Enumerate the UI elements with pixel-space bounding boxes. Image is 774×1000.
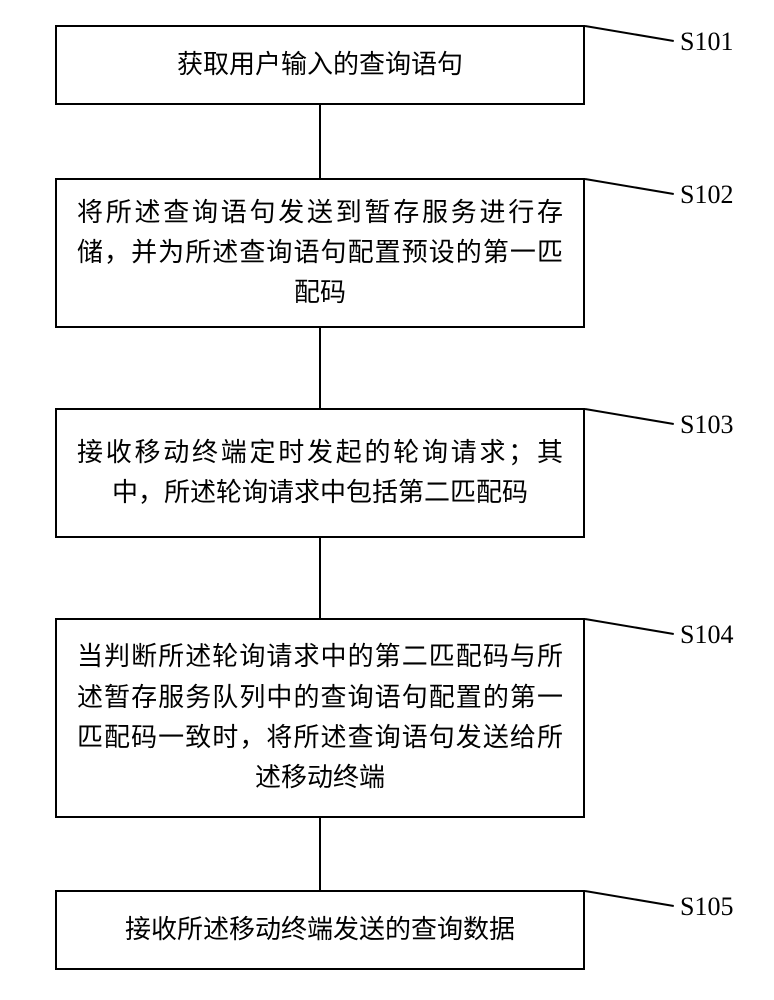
flow-step-label: S104 <box>680 620 733 650</box>
flow-step-label: S101 <box>680 27 733 57</box>
connector <box>319 328 321 408</box>
flow-step-label: S105 <box>680 892 733 922</box>
leader-line <box>585 178 674 195</box>
flow-step-S101: 获取用户输入的查询语句 <box>55 25 585 105</box>
flow-step-label: S103 <box>680 410 733 440</box>
flow-step-S102: 将所述查询语句发送到暂存服务进行存储，并为所述查询语句配置预设的第一匹配码 <box>55 178 585 328</box>
flow-step-text: 接收所述移动终端发送的查询数据 <box>125 910 515 950</box>
connector <box>319 538 321 618</box>
flow-step-S104: 当判断所述轮询请求中的第二匹配码与所述暂存服务队列中的查询语句配置的第一匹配码一… <box>55 618 585 818</box>
connector <box>319 105 321 178</box>
flow-step-text: 接收移动终端定时发起的轮询请求；其中，所述轮询请求中包括第二匹配码 <box>77 433 563 514</box>
leader-line <box>585 890 674 907</box>
flow-step-text: 获取用户输入的查询语句 <box>177 45 463 85</box>
flow-step-text: 当判断所述轮询请求中的第二匹配码与所述暂存服务队列中的查询语句配置的第一匹配码一… <box>77 637 563 798</box>
flow-step-S103: 接收移动终端定时发起的轮询请求；其中，所述轮询请求中包括第二匹配码 <box>55 408 585 538</box>
connector <box>319 818 321 890</box>
leader-line <box>585 618 674 635</box>
leader-line <box>585 25 674 42</box>
leader-line <box>585 408 674 425</box>
flow-step-S105: 接收所述移动终端发送的查询数据 <box>55 890 585 970</box>
flow-step-label: S102 <box>680 180 733 210</box>
flow-step-text: 将所述查询语句发送到暂存服务进行存储，并为所述查询语句配置预设的第一匹配码 <box>77 193 563 314</box>
